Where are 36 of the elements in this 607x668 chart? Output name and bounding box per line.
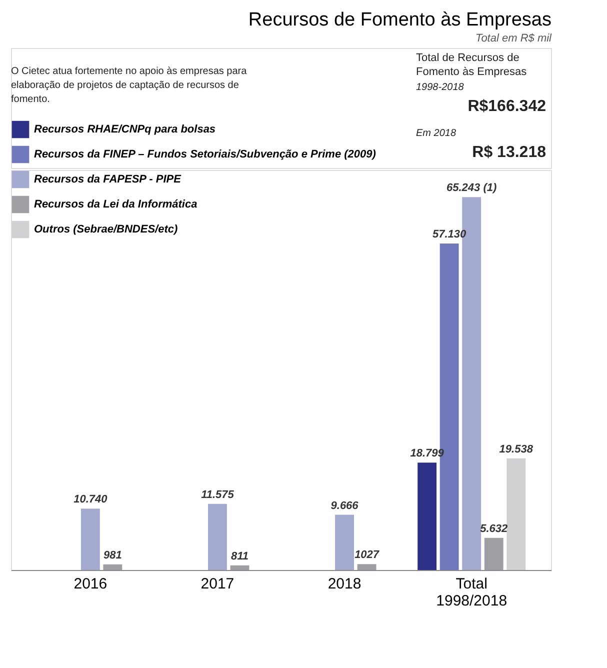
x-tick-label: Total 1998/2018 — [436, 576, 508, 610]
data-label: 57.130 — [432, 228, 468, 241]
data-label: 5.632 — [480, 522, 508, 535]
x-tick-label: 2018 — [328, 576, 362, 592]
bar — [80, 508, 100, 570]
data-label: 19.538 — [499, 443, 534, 456]
text: O Cietec atua fortemente no apoio às empresas para elaboração de projetos de captação de recursos de fomento. — [11, 66, 248, 105]
data-label: 9.666 — [330, 500, 360, 512]
data-label: 10.740 — [74, 494, 108, 506]
chart-title: Recursos de Fomento às Empresas — [248, 10, 552, 30]
text: 1998-2018 — [416, 82, 464, 93]
data-label: 981 — [104, 549, 122, 562]
bar — [484, 538, 504, 570]
bar — [103, 564, 122, 570]
legend-label: Recursos da FINEP – Fundos Setoriais/Subvenção e Prime (2009) — [34, 148, 376, 160]
chart-subtitle: Total em R$ mil — [475, 32, 552, 44]
bar — [506, 458, 526, 570]
data-label: 1027 — [354, 549, 380, 562]
text: R$166.342 — [468, 98, 546, 115]
text: Total de Recursos de Fomento às Empresas — [416, 52, 528, 78]
data-label: 11.575 — [201, 488, 235, 501]
data-label: 65.243 (1) — [446, 182, 497, 194]
data-label: 811 — [230, 550, 249, 562]
bar — [357, 564, 376, 570]
bar — [418, 462, 437, 570]
bar — [230, 565, 250, 570]
x-tick-label: 2016 — [74, 576, 108, 592]
legend-label: Recursos da FAPESP - PIPE — [34, 174, 182, 186]
bar — [335, 514, 354, 570]
legend-label: Recursos RHAE/CNPq para bolsas — [34, 124, 216, 136]
x-tick-label: 2017 — [200, 576, 234, 592]
text: Em 2018 — [416, 128, 456, 139]
text: R$ 13.218 — [472, 144, 546, 161]
legend-label: Outros (Sebrae/BNDES/etc) — [34, 224, 178, 236]
bar — [208, 504, 227, 570]
legend-label: Recursos da Lei da Informática — [34, 198, 198, 210]
